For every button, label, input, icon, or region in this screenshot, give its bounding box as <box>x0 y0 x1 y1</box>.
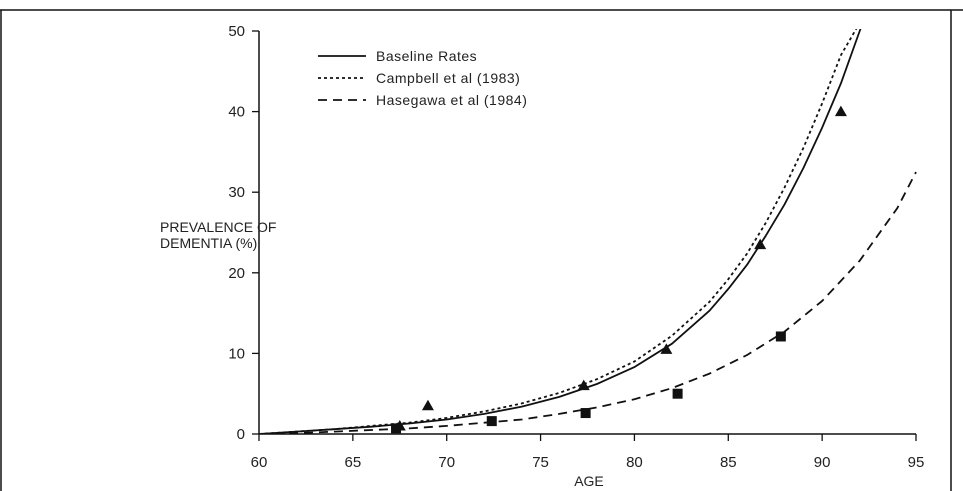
triangle-marker <box>577 379 590 391</box>
triangle-marker <box>834 105 847 117</box>
square-marker <box>580 408 591 419</box>
series-line-2 <box>259 171 917 434</box>
legend-label-baseline: Baseline Rates <box>376 48 477 64</box>
triangle-marker <box>660 343 673 354</box>
x-tick-label: 65 <box>345 454 362 471</box>
x-tick-label: 80 <box>626 454 643 471</box>
y-tick-label: 30 <box>228 184 245 201</box>
x-tick-label: 70 <box>438 454 455 471</box>
y-tick-label: 50 <box>228 23 245 40</box>
triangle-marker <box>754 238 767 250</box>
series-line-1 <box>259 29 858 434</box>
x-tick-label: 95 <box>908 454 925 471</box>
square-marker <box>775 331 786 342</box>
y-tick-label: 20 <box>228 265 245 282</box>
x-tick-label: 75 <box>532 454 549 471</box>
x-tick-label: 60 <box>251 454 268 471</box>
x-tick-label: 90 <box>814 454 831 471</box>
triangle-marker <box>421 399 434 411</box>
square-marker <box>391 423 402 434</box>
y-tick-label: 0 <box>237 426 245 443</box>
square-marker <box>672 388 683 399</box>
x-tick-label: 85 <box>720 454 737 471</box>
y-axis-title-line-2: DEMENTIA (%) <box>160 235 257 251</box>
y-tick-label: 10 <box>228 345 245 362</box>
legend-label-campbell: Campbell et al (1983) <box>376 70 520 86</box>
y-tick-label: 40 <box>228 104 245 121</box>
legend-label-hasegawa: Hasegawa et al (1984) <box>376 92 527 108</box>
square-marker <box>486 416 497 427</box>
x-axis-title: AGE <box>574 473 604 489</box>
y-axis-title-line-1: PREVALENCE OF <box>160 219 276 235</box>
series-line-0 <box>259 29 862 434</box>
